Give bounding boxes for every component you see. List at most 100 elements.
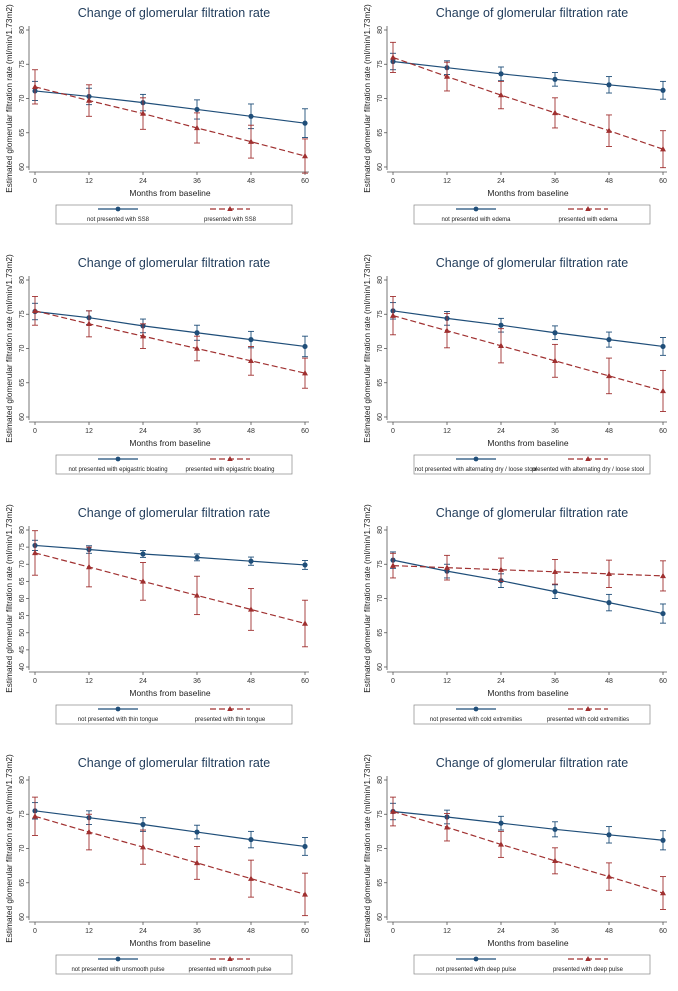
data-point-triangle (140, 332, 146, 339)
x-tick-label: 24 (497, 178, 505, 185)
series-line-1 (392, 310, 664, 348)
x-tick-label: 36 (551, 178, 559, 185)
y-tick-label: 75 (19, 810, 26, 818)
data-point-triangle (194, 345, 200, 351)
data-point-circle (552, 76, 558, 82)
legend-marker-triangle (227, 456, 233, 461)
x-tick-label: 12 (443, 678, 451, 685)
data-point-triangle (248, 357, 254, 364)
data-point-circle (552, 826, 558, 832)
legend-label-1: not presented with thin tongue (78, 717, 159, 723)
y-tick-label: 70 (19, 845, 26, 853)
x-tick-label: 0 (33, 178, 37, 185)
y-tick-label: 80 (377, 276, 384, 284)
data-point-circle (194, 829, 200, 835)
data-point-triangle (302, 152, 308, 159)
x-tick-label: 0 (33, 678, 37, 685)
x-axis-label: Months from baseline (487, 188, 569, 198)
y-tick-label: 75 (377, 560, 384, 568)
data-point-triangle (32, 307, 38, 314)
y-axis-label: Estimated glomerular filtration rate (ml… (362, 504, 372, 693)
data-point-triangle (390, 54, 396, 60)
legend-marker-circle (473, 956, 479, 962)
y-tick-label: 75 (377, 810, 384, 818)
x-axis-label: Months from baseline (129, 688, 211, 698)
x-tick-label: 60 (659, 428, 667, 435)
data-point-circle (552, 330, 558, 336)
data-point-triangle (606, 127, 612, 133)
y-tick-label: 60 (19, 913, 26, 921)
x-tick-label: 24 (497, 428, 505, 435)
y-tick-label: 80 (19, 26, 26, 34)
x-tick-label: 0 (391, 428, 395, 435)
data-point-circle (498, 820, 504, 826)
data-point-triangle (86, 828, 92, 835)
legend-label-2: presented with deep pulse (553, 967, 624, 973)
legend-box (55, 454, 293, 475)
series-line-1 (392, 60, 664, 91)
y-tick-label: 80 (19, 526, 26, 534)
x-tick-label: 0 (391, 178, 395, 185)
legend-box (55, 954, 293, 975)
x-tick-label: 12 (443, 428, 451, 435)
x-axis-label: Months from baseline (129, 188, 211, 198)
legend: not presented with alternating dry / loo… (413, 454, 651, 475)
data-point-circle (302, 343, 308, 350)
data-point-triangle (248, 138, 254, 144)
chart-panel-4: Change of glomerular filtration rate Esti… (362, 254, 667, 475)
data-point-circle (194, 330, 200, 336)
legend-marker-triangle (585, 456, 591, 461)
legend-marker-circle (473, 206, 479, 212)
legend-marker-triangle (585, 706, 591, 711)
legend-label-1: not presented with cold extremities (430, 717, 522, 723)
x-tick-label: 48 (247, 178, 255, 185)
data-point-triangle (194, 592, 200, 598)
legend-label-2: presented with cold extremities (547, 717, 629, 723)
legend-marker-circle (115, 456, 121, 462)
y-tick-label: 70 (19, 345, 26, 353)
x-tick-label: 12 (85, 428, 93, 435)
data-point-circle (248, 836, 254, 843)
y-tick-label: 60 (377, 413, 384, 421)
data-point-triangle (86, 563, 92, 570)
legend-label-1: not presented with deep pulse (436, 967, 517, 973)
data-point-triangle (552, 568, 558, 574)
legend-marker-circle (115, 706, 121, 712)
data-point-circle (248, 113, 254, 119)
x-tick-label: 60 (301, 678, 309, 685)
data-point-triangle (194, 859, 200, 866)
data-point-circle (660, 343, 666, 350)
x-axis-label: Months from baseline (487, 938, 569, 948)
legend-marker-triangle (585, 206, 591, 211)
legend-box (413, 704, 651, 725)
y-tick-label: 80 (377, 776, 384, 784)
x-tick-label: 12 (85, 678, 93, 685)
y-tick-label: 65 (19, 129, 26, 137)
x-tick-label: 60 (659, 678, 667, 685)
x-tick-label: 12 (85, 928, 93, 935)
y-axis-label: Estimated glomerular filtration rate (ml… (4, 504, 14, 693)
chart-panel-5: Change of glomerular filtration rate Esti… (4, 504, 309, 725)
legend-box (55, 204, 293, 225)
data-point-circle (606, 82, 612, 88)
x-tick-label: 24 (497, 928, 505, 935)
series-line-1 (34, 310, 306, 348)
series-line-1 (34, 90, 306, 124)
data-point-triangle (194, 124, 200, 131)
y-tick-label: 55 (19, 612, 26, 620)
x-tick-label: 60 (301, 178, 309, 185)
y-axis-label: Estimated glomerular filtration rate (ml… (4, 4, 14, 193)
series-line-2 (392, 315, 664, 392)
y-tick-label: 75 (19, 60, 26, 68)
data-point-circle (140, 551, 146, 557)
data-point-circle (606, 832, 612, 838)
legend-marker-triangle (227, 706, 233, 711)
x-tick-label: 48 (605, 678, 613, 685)
data-point-triangle (660, 145, 666, 152)
y-tick-label: 80 (377, 26, 384, 34)
data-point-triangle (552, 109, 558, 116)
data-point-triangle (498, 566, 504, 572)
data-point-triangle (390, 562, 396, 568)
y-tick-label: 70 (377, 595, 384, 603)
data-point-triangle (552, 357, 558, 364)
